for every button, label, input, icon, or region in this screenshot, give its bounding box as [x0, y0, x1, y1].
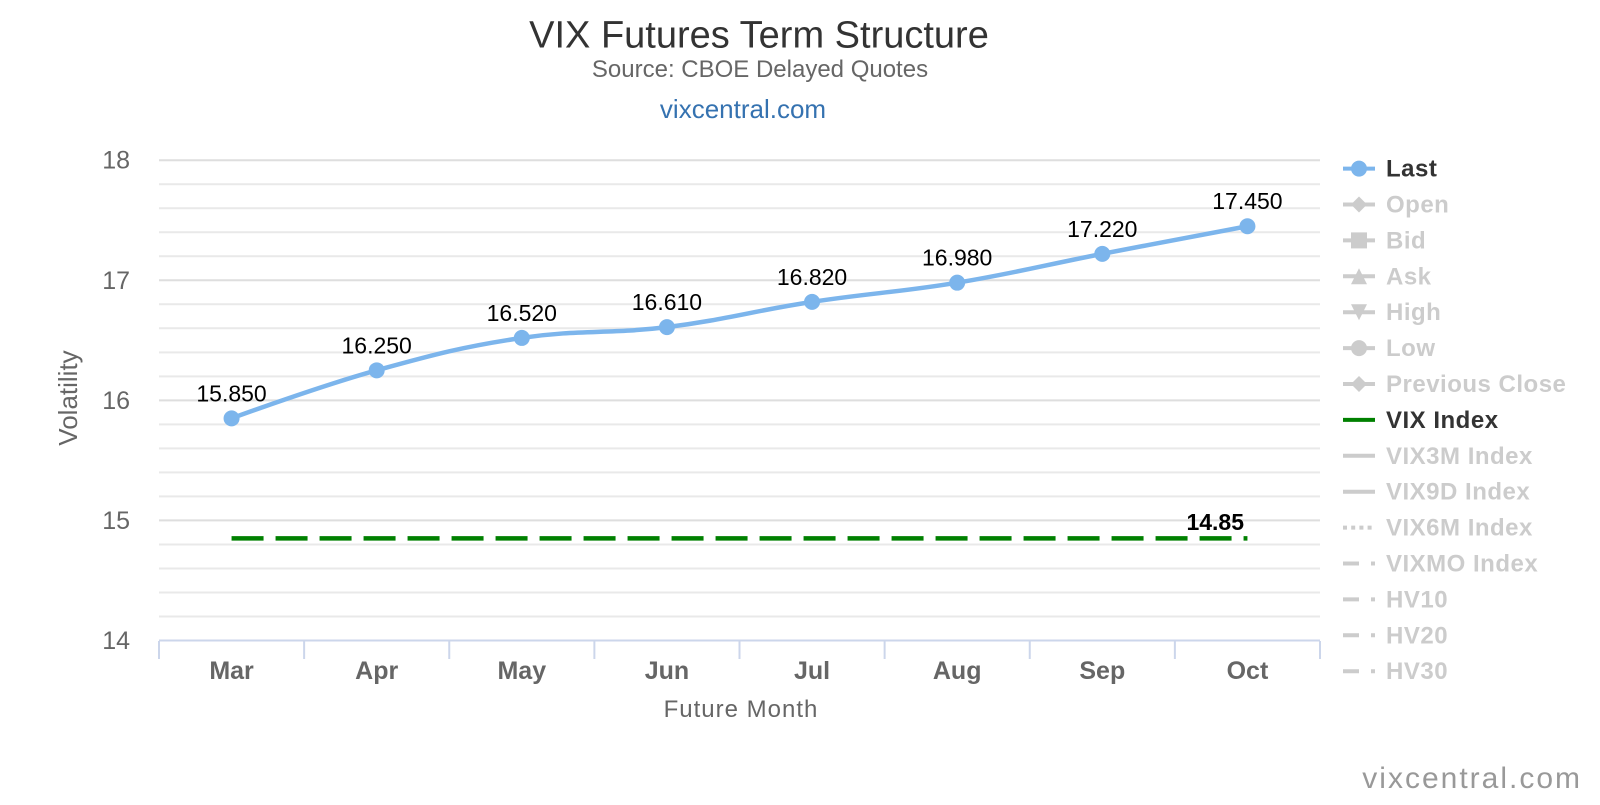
svg-text:14.85: 14.85	[1186, 509, 1244, 535]
svg-text:16.250: 16.250	[342, 332, 412, 358]
svg-text:May: May	[497, 657, 546, 685]
svg-text:Volatility: Volatility	[53, 350, 83, 445]
svg-text:Bid: Bid	[1386, 227, 1426, 254]
svg-text:Apr: Apr	[355, 657, 398, 685]
svg-text:Open: Open	[1386, 192, 1449, 219]
svg-text:Jun: Jun	[645, 657, 689, 685]
svg-text:High: High	[1386, 299, 1441, 326]
svg-text:VIX6M Index: VIX6M Index	[1386, 515, 1533, 542]
svg-text:HV20: HV20	[1386, 622, 1448, 649]
svg-text:16.610: 16.610	[632, 289, 702, 315]
svg-text:Aug: Aug	[933, 657, 982, 685]
svg-text:Previous Close: Previous Close	[1386, 371, 1566, 398]
svg-text:Mar: Mar	[209, 657, 254, 685]
svg-text:16.820: 16.820	[777, 264, 847, 290]
svg-text:Future Month: Future Month	[664, 696, 819, 723]
svg-text:VIX3M Index: VIX3M Index	[1386, 443, 1533, 470]
svg-text:HV10: HV10	[1386, 586, 1448, 613]
svg-text:Sep: Sep	[1079, 657, 1125, 685]
svg-text:18: 18	[102, 147, 130, 175]
svg-text:16: 16	[102, 387, 130, 415]
svg-text:14: 14	[102, 627, 130, 655]
svg-text:17: 17	[102, 267, 130, 295]
svg-text:16.520: 16.520	[487, 300, 557, 326]
svg-text:Low: Low	[1386, 335, 1436, 362]
svg-text:15: 15	[102, 507, 130, 535]
svg-text:vixcentral.com: vixcentral.com	[660, 94, 826, 124]
svg-text:VIX Futures Term Structure: VIX Futures Term Structure	[529, 15, 989, 57]
svg-text:17.450: 17.450	[1212, 188, 1282, 214]
svg-text:vixcentral.com: vixcentral.com	[1362, 762, 1582, 795]
svg-text:Jul: Jul	[794, 657, 830, 685]
svg-text:Ask: Ask	[1386, 263, 1432, 290]
svg-text:VIXMO Index: VIXMO Index	[1386, 551, 1538, 578]
svg-text:17.220: 17.220	[1067, 216, 1137, 242]
svg-text:16.980: 16.980	[922, 245, 992, 271]
svg-text:Oct: Oct	[1227, 657, 1269, 685]
svg-text:Last: Last	[1386, 156, 1437, 183]
svg-text:HV30: HV30	[1386, 658, 1448, 685]
svg-text:15.850: 15.850	[196, 380, 266, 406]
svg-text:VIX Index: VIX Index	[1386, 407, 1499, 434]
svg-text:Source: CBOE Delayed Quotes: Source: CBOE Delayed Quotes	[592, 56, 928, 83]
svg-text:VIX9D Index: VIX9D Index	[1386, 479, 1530, 506]
